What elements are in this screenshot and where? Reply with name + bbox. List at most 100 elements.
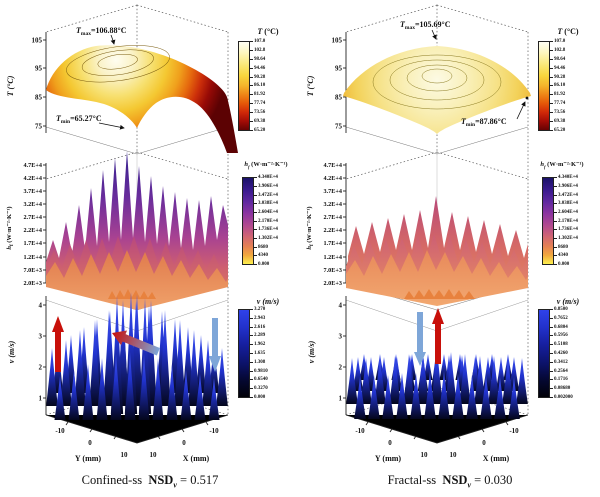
crossflow-arrow-gradient — [112, 330, 160, 356]
x-axis-label: X (mm) — [483, 454, 510, 463]
temperature-surface — [343, 46, 531, 134]
hf-tick: 4.7E+4 — [24, 162, 42, 169]
x-mm-tick: -10 — [509, 427, 519, 435]
velocity-cones — [46, 292, 228, 420]
colorbar-hf-title: hf (W·m⁻²·K⁻¹) — [244, 161, 288, 170]
contour-lines — [66, 45, 170, 83]
t-tick: 95 — [335, 65, 343, 73]
colorbar-temperature: T (°C) 107.0 102.8 98.64 94.46 90.28 86.10 81.… — [538, 27, 598, 135]
hf-tick: 4.7E+4 — [324, 162, 342, 169]
t-tick: 105 — [32, 37, 43, 45]
confined-ss-plots: 105 95 85 75 4.7E+4 4.2E+4 3.7E+4 3.2E+4… — [6, 4, 238, 463]
hf-tick: 2.2E+4 — [324, 227, 342, 234]
tmax-annotation: Tmax=106.88°C — [76, 26, 127, 37]
t-tick: 85 — [335, 94, 343, 102]
hf-tick: 3.7E+4 — [324, 188, 342, 195]
colorbar-hf-title: hf (W·m⁻²·K⁻¹) — [540, 161, 584, 170]
x-mm-tick: 10 — [450, 451, 458, 459]
downflow-arrow-blue — [414, 312, 426, 366]
z-axes — [343, 32, 529, 444]
t-tick: 75 — [335, 123, 343, 131]
annotations: Tmax=106.88°C Tmin=65.27°C — [56, 26, 127, 130]
colorbar-temperature-title: T (°C) — [557, 27, 579, 36]
upflow-arrow-red — [52, 316, 64, 372]
hf-tick: 4.2E+4 — [24, 175, 42, 182]
y-axis-label: Y (mm) — [75, 454, 101, 463]
y-mm-tick: 10 — [121, 451, 129, 459]
x-mm-tick: -10 — [209, 427, 219, 435]
y-mm-tick: 0 — [88, 439, 92, 447]
y-mm-tick: -10 — [355, 427, 365, 435]
y-mm-tick: 10 — [421, 451, 429, 459]
floor-tick-labels: -10 0 10 10 0 -10 — [355, 427, 519, 459]
caption-confined: Confined-ss NSDv = 0.517 — [81, 473, 219, 490]
hf-tick: 1.2E+4 — [24, 254, 42, 261]
hf-tick: 2.2E+4 — [24, 227, 42, 234]
colorbar-temperature-title: T (°C) — [257, 27, 279, 36]
downflow-arrow-blue — [209, 318, 221, 372]
hf-underside-fringe — [108, 289, 156, 299]
hf-axis-title: hf(W·m⁻²·K⁻¹) — [306, 206, 315, 249]
upflow-arrow-red — [432, 308, 444, 364]
hf-tick: 2.7E+4 — [24, 214, 42, 221]
v-tick: 4 — [39, 302, 43, 310]
hf-axis-title: hf(W·m⁻²·K⁻¹) — [6, 206, 15, 249]
temperature-surface — [46, 45, 238, 153]
v-tick: 2 — [339, 364, 343, 372]
v-tick: 1 — [339, 395, 343, 403]
hf-tick: 3.2E+4 — [24, 201, 42, 208]
z-tick-labels: 105 95 85 75 4.7E+4 4.2E+4 3.7E+4 3.2E+4… — [24, 37, 43, 403]
t-tick: 85 — [35, 94, 43, 102]
colorbar-hf-gradient — [542, 177, 554, 266]
hf-tick: 1.7E+4 — [324, 240, 342, 247]
hf-tick: 2.7E+4 — [324, 214, 342, 221]
hf-tick: 2.0E+3 — [24, 280, 42, 287]
t-tick: 75 — [35, 123, 43, 131]
tmax-annotation: Tmax=105.69°C — [400, 20, 451, 31]
t-tick: 95 — [35, 65, 43, 73]
v-axis-title: v(m/s) — [307, 340, 316, 363]
colorbar-velocity-title: v (m/s) — [256, 297, 280, 306]
colorbar-temperature-gradient — [538, 41, 550, 131]
hf-tick: 7.0E+3 — [324, 267, 342, 274]
v-tick: 4 — [339, 302, 343, 310]
t-axis-title: T(°C) — [6, 75, 15, 96]
hf-tick: 1.2E+4 — [324, 254, 342, 261]
colorbar-velocity-title: v (m/s) — [556, 297, 580, 306]
x-axis-label: X (mm) — [183, 454, 210, 463]
v-tick: 3 — [39, 333, 43, 341]
contour-lines — [372, 54, 502, 110]
hf-surface — [46, 151, 228, 310]
colorbar-hf-gradient — [242, 177, 254, 266]
hf-tick: 3.7E+4 — [24, 188, 42, 195]
colorbar-velocity: v (m/s) 3.270 2.943 2.616 2.289 1.962 1.635 1.… — [238, 297, 298, 402]
colorbar-hf: hf (W·m⁻²·K⁻¹) 4.340E+4 3.906E+4 3.472E+4 3… — [536, 160, 596, 269]
colorbar-temperature-gradient — [238, 41, 250, 131]
tmin-marker-dot — [525, 96, 529, 100]
flow-arrows — [414, 308, 444, 366]
v-axis-title: v(m/s) — [7, 340, 16, 363]
tmin-annotation: Tmin=87.86°C — [461, 117, 507, 128]
x-mm-tick: 0 — [182, 439, 186, 447]
hf-tick: 1.7E+4 — [24, 240, 42, 247]
fractal-ss-plots: 105 95 85 75 4.7E+4 4.2E+4 3.7E+4 3.2E+4… — [306, 4, 531, 463]
y-axis-label: Y (mm) — [375, 454, 401, 463]
colorbar-velocity-gradient — [538, 309, 550, 398]
t-axis-title: T(°C) — [306, 75, 315, 96]
colorbar-hf: hf (W·m⁻²·K⁻¹) 4.340E+4 3.906E+4 3.472E+4 3… — [236, 160, 296, 269]
confined-ss-column: 105 95 85 75 4.7E+4 4.2E+4 3.7E+4 3.2E+4… — [0, 0, 300, 497]
z-tick-labels: 105 95 85 75 4.7E+4 4.2E+4 3.7E+4 3.2E+4… — [324, 37, 343, 403]
colorbar-velocity: v (m/s) 0.8500 0.7652 0.6804 0.5956 0.5108 0.… — [538, 297, 598, 402]
y-mm-tick: -10 — [55, 427, 65, 435]
v-tick: 3 — [339, 333, 343, 341]
hf-tick: 4.2E+4 — [324, 175, 342, 182]
flow-arrows — [52, 316, 221, 372]
v-tick: 2 — [39, 364, 43, 372]
t-tick: 105 — [332, 37, 343, 45]
floor-tick-labels: -10 0 10 10 0 -10 — [55, 427, 219, 459]
y-mm-tick: 0 — [388, 439, 392, 447]
caption-fractal: Fractal-ss NSDv = 0.030 — [387, 473, 513, 490]
hf-underside-fringe — [404, 289, 476, 299]
hf-tick: 3.2E+4 — [324, 201, 342, 208]
